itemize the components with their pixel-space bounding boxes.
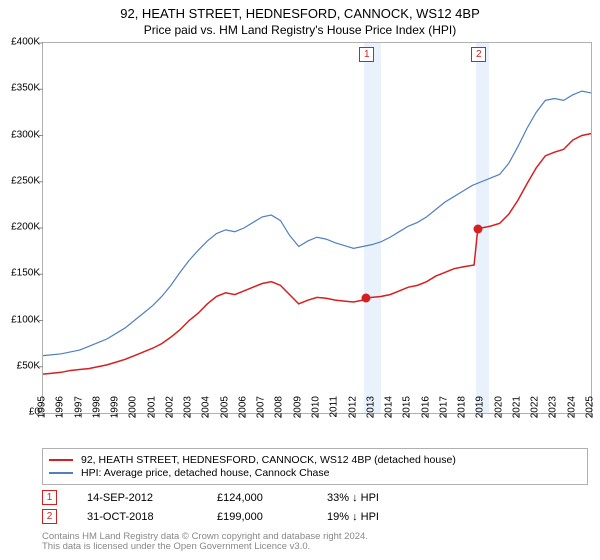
sale-date: 14-SEP-2012 (87, 492, 217, 504)
plot-area: 12 (42, 42, 592, 414)
x-tick-label: 2020 (493, 396, 504, 418)
sale-marker-box-2: 2 (471, 47, 486, 62)
x-tick-label: 1997 (73, 396, 84, 418)
legend-item-property: 92, HEATH STREET, HEDNESFORD, CANNOCK, W… (49, 454, 581, 466)
series-property (43, 134, 591, 375)
x-tick-label: 2024 (566, 396, 577, 418)
y-tick-label: £350K (11, 83, 40, 94)
footer-line-2: This data is licensed under the Open Gov… (42, 542, 368, 552)
x-tick-label: 2009 (292, 396, 303, 418)
x-tick-label: 2011 (329, 396, 340, 418)
x-tick-label: 2004 (201, 396, 212, 418)
x-tick-label: 2010 (311, 396, 322, 418)
x-tick-label: 2012 (347, 396, 358, 418)
x-tick-label: 2001 (146, 396, 157, 418)
sale-price: £124,000 (217, 492, 327, 504)
sale-price: £199,000 (217, 511, 327, 523)
chart-subtitle: Price paid vs. HM Land Registry's House … (0, 21, 600, 43)
y-tick-label: £50K (17, 360, 40, 371)
x-tick-label: 1996 (55, 396, 66, 418)
x-tick-label: 2000 (128, 396, 139, 418)
chart-svg (43, 43, 591, 413)
y-tick-label: £400K (11, 37, 40, 48)
x-tick-label: 2023 (548, 396, 559, 418)
x-tick-label: 2005 (219, 396, 230, 418)
sale-diff: 19% ↓ HPI (327, 511, 437, 523)
chart-container: 92, HEATH STREET, HEDNESFORD, CANNOCK, W… (0, 0, 600, 560)
y-tick-label: £100K (11, 314, 40, 325)
legend: 92, HEATH STREET, HEDNESFORD, CANNOCK, W… (42, 448, 588, 485)
x-tick-label: 2025 (585, 396, 596, 418)
sale-marker-box-1: 1 (359, 47, 374, 62)
sales-row-2: 2 31-OCT-2018 £199,000 19% ↓ HPI (42, 509, 437, 524)
sale-diff: 33% ↓ HPI (327, 492, 437, 504)
x-tick-label: 2002 (164, 396, 175, 418)
marker-box-1: 1 (42, 490, 57, 505)
y-tick-label: £300K (11, 129, 40, 140)
footer: Contains HM Land Registry data © Crown c… (42, 532, 368, 553)
x-tick-label: 2019 (475, 396, 486, 418)
legend-swatch (49, 459, 73, 461)
sale-marker-dot-2 (474, 224, 483, 233)
legend-item-hpi: HPI: Average price, detached house, Cann… (49, 467, 581, 479)
x-tick-label: 2016 (420, 396, 431, 418)
x-tick-label: 2018 (457, 396, 468, 418)
x-tick-label: 2003 (183, 396, 194, 418)
x-tick-label: 2013 (365, 396, 376, 418)
x-tick-label: 1995 (37, 396, 48, 418)
legend-swatch (49, 472, 73, 474)
legend-label: 92, HEATH STREET, HEDNESFORD, CANNOCK, W… (81, 454, 456, 466)
x-tick-label: 2014 (384, 396, 395, 418)
x-tick-label: 2022 (530, 396, 541, 418)
sales-row-1: 1 14-SEP-2012 £124,000 33% ↓ HPI (42, 490, 437, 505)
x-tick-label: 2021 (511, 396, 522, 418)
marker-box-2: 2 (42, 509, 57, 524)
x-tick-label: 1999 (110, 396, 121, 418)
x-tick-label: 2008 (274, 396, 285, 418)
x-tick-label: 2017 (438, 396, 449, 418)
y-tick-label: £250K (11, 175, 40, 186)
series-hpi (43, 91, 591, 356)
legend-label: HPI: Average price, detached house, Cann… (81, 467, 329, 479)
sale-date: 31-OCT-2018 (87, 511, 217, 523)
sales-table: 1 14-SEP-2012 £124,000 33% ↓ HPI 2 31-OC… (42, 490, 437, 528)
x-tick-label: 1998 (91, 396, 102, 418)
chart-title: 92, HEATH STREET, HEDNESFORD, CANNOCK, W… (0, 0, 600, 21)
sale-marker-dot-1 (362, 294, 371, 303)
y-tick-label: £150K (11, 268, 40, 279)
x-tick-label: 2015 (402, 396, 413, 418)
x-tick-label: 2007 (256, 396, 267, 418)
x-tick-label: 2006 (237, 396, 248, 418)
y-tick-label: £200K (11, 222, 40, 233)
